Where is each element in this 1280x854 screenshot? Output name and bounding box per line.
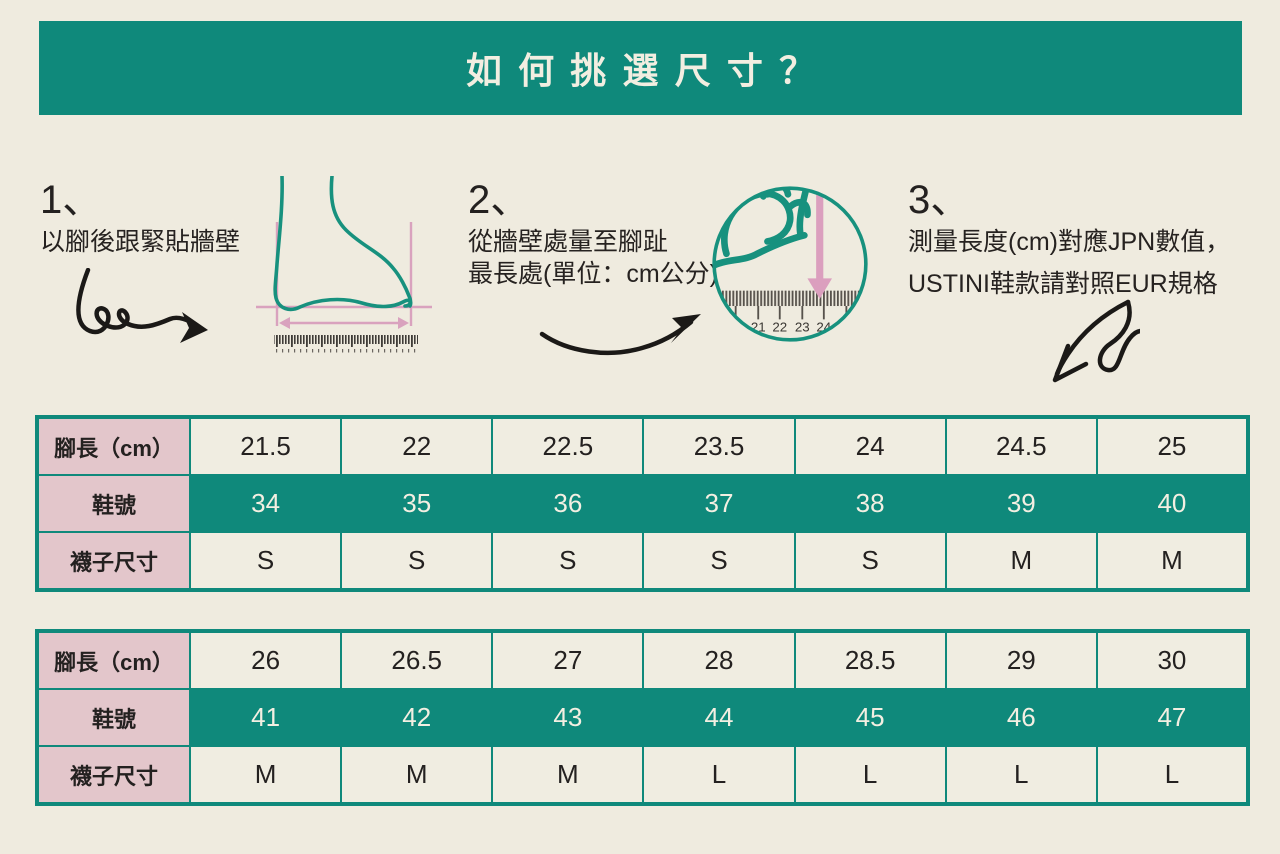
row-label-shoe-size: 鞋號 <box>36 688 191 747</box>
sock-size-cell: S <box>642 531 796 591</box>
step-2-number: 2、 <box>468 178 531 222</box>
row-label-foot-length: 腳長（cm） <box>36 416 191 476</box>
foot-length-cell: 25 <box>1095 416 1250 476</box>
table-row: 襪子尺寸 S S S S S M M <box>36 531 1250 591</box>
shoe-size-cell: 41 <box>188 688 343 747</box>
ruler-number: 22 <box>772 320 787 335</box>
foot-length-cell: 21.5 <box>188 416 343 476</box>
shoe-size-cell: 43 <box>491 688 645 747</box>
size-table-men: 腳長（cm） 26 26.5 27 28 28.5 29 30 鞋號 41 42… <box>35 629 1250 806</box>
shoe-size-cell: 37 <box>642 474 796 533</box>
size-table-women: 腳長（cm） 21.5 22 22.5 23.5 24 24.5 25 鞋號 3… <box>35 415 1250 592</box>
shoe-size-cell: 44 <box>642 688 796 747</box>
shoe-size-cell: 36 <box>491 474 645 533</box>
sock-size-cell: M <box>491 745 645 805</box>
foot-length-cell: 24.5 <box>944 416 1098 476</box>
foot-length-cell: 26 <box>188 630 343 690</box>
sock-size-cell: M <box>944 531 1098 591</box>
sock-size-cell: M <box>1095 531 1250 591</box>
magnifier-ruler-icon: 20 21 22 23 24 25 <box>712 186 868 342</box>
header-banner: 如何挑選尺寸？ <box>39 21 1242 115</box>
shoe-size-cell: 40 <box>1095 474 1250 533</box>
step-2-text-line-1: 從牆壁處量至腳趾 <box>468 228 669 256</box>
foot-length-cell: 23.5 <box>642 416 796 476</box>
step-1-text: 以腳後跟緊貼牆壁 <box>40 228 241 256</box>
foot-length-cell: 28 <box>642 630 796 690</box>
row-label-shoe-size: 鞋號 <box>36 474 191 533</box>
foot-length-cell: 24 <box>793 416 947 476</box>
sock-size-cell: S <box>188 531 343 591</box>
table-row: 腳長（cm） 21.5 22 22.5 23.5 24 24.5 25 <box>36 416 1250 476</box>
step-1-number: 1、 <box>40 178 103 222</box>
step-3-text-line-1: 測量長度(cm)對應JPN數值， <box>908 228 1231 256</box>
shoe-size-cell: 34 <box>188 474 343 533</box>
step-2-text-line-2: 最長處(單位：cm公分) <box>468 260 718 288</box>
table-row: 腳長（cm） 26 26.5 27 28 28.5 29 30 <box>36 630 1250 690</box>
sock-size-cell: M <box>188 745 343 805</box>
sock-size-cell: L <box>1095 745 1250 805</box>
row-label-sock-size: 襪子尺寸 <box>36 531 191 591</box>
table-row: 襪子尺寸 M M M L L L L <box>36 745 1250 805</box>
sock-size-cell: S <box>491 531 645 591</box>
foot-measure-diagram-icon <box>256 176 432 353</box>
foot-length-cell: 30 <box>1095 630 1250 690</box>
shoe-size-cell: 39 <box>944 474 1098 533</box>
page-title: 如何挑選尺寸？ <box>465 50 832 91</box>
loop-arrow-down-left-icon <box>1052 299 1140 383</box>
row-label-sock-size: 襪子尺寸 <box>36 745 191 805</box>
table-row: 鞋號 34 35 36 37 38 39 40 <box>36 474 1250 533</box>
shoe-size-cell: 46 <box>944 688 1098 747</box>
sock-size-cell: L <box>944 745 1098 805</box>
row-label-foot-length: 腳長（cm） <box>36 630 191 690</box>
ruler-number: 23 <box>795 320 810 335</box>
foot-length-cell: 27 <box>491 630 645 690</box>
step-3-text-line-2: USTINI鞋款請對照EUR規格 <box>908 270 1218 298</box>
sock-size-cell: M <box>340 745 494 805</box>
shoe-size-cell: 45 <box>793 688 947 747</box>
foot-length-cell: 29 <box>944 630 1098 690</box>
table-row: 鞋號 41 42 43 44 45 46 47 <box>36 688 1250 747</box>
shoe-size-cell: 47 <box>1095 688 1250 747</box>
shoe-size-cell: 38 <box>793 474 947 533</box>
shoe-size-cell: 42 <box>340 688 494 747</box>
sock-size-cell: L <box>642 745 796 805</box>
squiggle-arrow-right-icon <box>76 268 208 343</box>
shoe-size-cell: 35 <box>340 474 494 533</box>
foot-length-cell: 28.5 <box>793 630 947 690</box>
foot-length-cell: 26.5 <box>340 630 494 690</box>
foot-length-cell: 22 <box>340 416 494 476</box>
sock-size-cell: L <box>793 745 947 805</box>
sock-size-cell: S <box>793 531 947 591</box>
curved-arrow-right-icon <box>539 314 701 356</box>
sock-size-cell: S <box>340 531 494 591</box>
step-3-number: 3、 <box>908 178 971 222</box>
foot-length-cell: 22.5 <box>491 416 645 476</box>
